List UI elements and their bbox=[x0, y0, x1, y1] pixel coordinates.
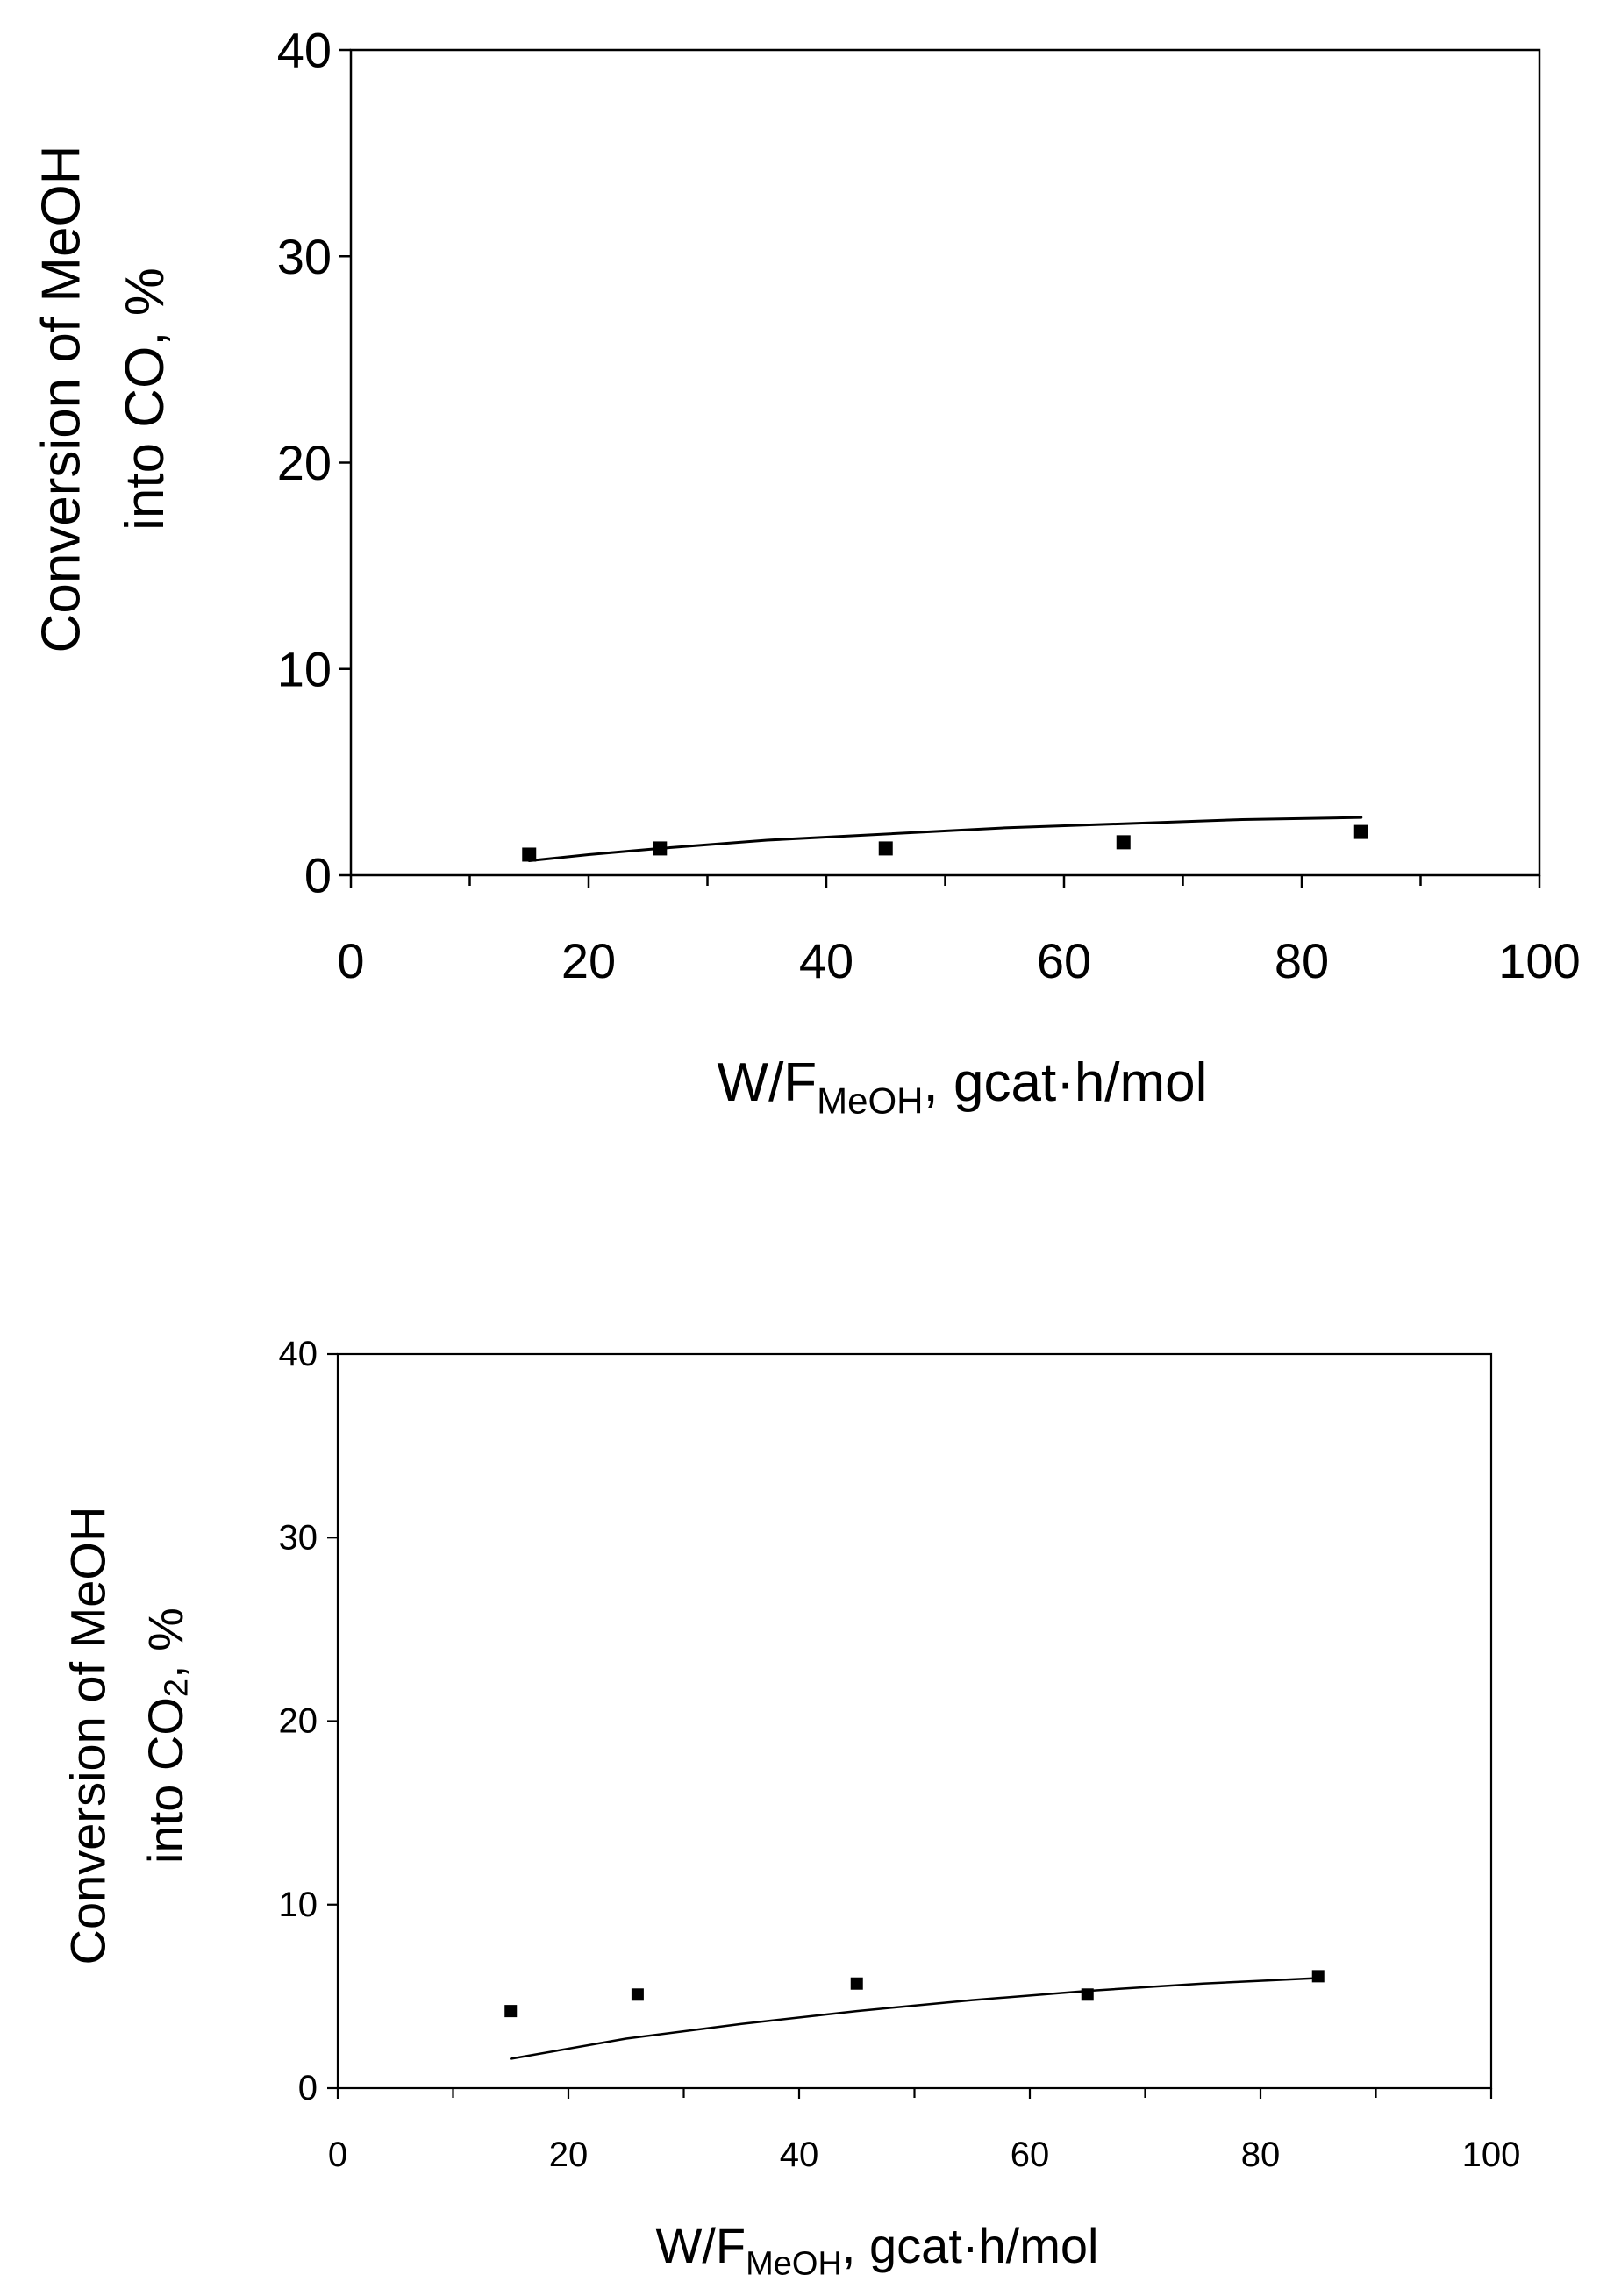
x-tick-label: 80 bbox=[1241, 2136, 1281, 2174]
y-axis-label-line2: into CO, % bbox=[115, 267, 175, 531]
x-tick-label: 40 bbox=[799, 933, 853, 988]
plot-area-frame bbox=[349, 48, 1541, 877]
data-point bbox=[1116, 835, 1131, 850]
y-tick-label: 0 bbox=[298, 2069, 318, 2107]
x-tick-label: 20 bbox=[549, 2136, 589, 2174]
y-tick-label: 20 bbox=[277, 435, 332, 490]
data-point bbox=[631, 1988, 644, 2001]
y-axis-label-line2: into CO2, % bbox=[138, 1608, 196, 1864]
y-tick-label: 30 bbox=[277, 229, 332, 284]
data-point bbox=[522, 847, 537, 862]
x-axis-label: W/FMeOH, gcat·h/mol bbox=[656, 2218, 1099, 2282]
y-axis-label-line1: Conversion of MeOH bbox=[61, 1507, 116, 1965]
chart-conversion-co: 0 20 40 60 80 100 0 10 20 30 40 W/FMeOH, gcat·h/mol… bbox=[32, 23, 1581, 1122]
y-tick-label: 40 bbox=[279, 1335, 318, 1373]
model-fit-line bbox=[527, 816, 1363, 862]
x-axis-label: W/FMeOH, gcat·h/mol bbox=[718, 1052, 1208, 1122]
y-tick-label: 40 bbox=[277, 23, 332, 78]
x-tick-label: 80 bbox=[1275, 933, 1329, 988]
x-tick-label: 20 bbox=[561, 933, 616, 988]
x-tick-label: 100 bbox=[1462, 2136, 1521, 2174]
data-point bbox=[1353, 824, 1368, 839]
data-point bbox=[1081, 1988, 1094, 2001]
data-point bbox=[504, 2005, 518, 2018]
x-tick-label: 100 bbox=[1498, 933, 1580, 988]
data-point bbox=[850, 1977, 863, 1990]
x-tick-label: 0 bbox=[328, 2136, 347, 2174]
x-tick-label: 60 bbox=[1037, 933, 1091, 988]
y-tick-label: 20 bbox=[279, 1702, 318, 1741]
y-tick-label: 10 bbox=[279, 1886, 318, 1924]
x-tick-label: 0 bbox=[337, 933, 364, 988]
x-tick-label: 40 bbox=[780, 2136, 819, 2174]
y-tick-label: 10 bbox=[277, 641, 332, 696]
x-tick-label: 60 bbox=[1011, 2136, 1050, 2174]
data-point bbox=[1311, 1970, 1325, 1983]
y-tick-label: 30 bbox=[279, 1518, 318, 1557]
y-tick-label: 0 bbox=[304, 848, 332, 903]
data-point bbox=[653, 841, 668, 856]
model-fit-line bbox=[510, 1977, 1320, 2060]
data-point bbox=[878, 841, 893, 856]
y-axis-label-line1: Conversion of MeOH bbox=[32, 146, 92, 653]
chart-conversion-co2: 0 20 40 60 80 100 0 10 20 30 40 W/FMeOH, gcat·h/mol… bbox=[61, 1335, 1521, 2282]
